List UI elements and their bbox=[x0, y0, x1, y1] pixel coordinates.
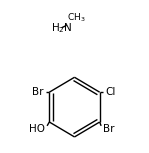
Text: H$_2$N: H$_2$N bbox=[51, 21, 73, 35]
Text: CH$_3$: CH$_3$ bbox=[67, 12, 85, 24]
Text: Br: Br bbox=[103, 124, 114, 134]
Text: Cl: Cl bbox=[106, 87, 116, 97]
Text: Br: Br bbox=[32, 87, 43, 97]
Text: HO: HO bbox=[29, 124, 45, 134]
